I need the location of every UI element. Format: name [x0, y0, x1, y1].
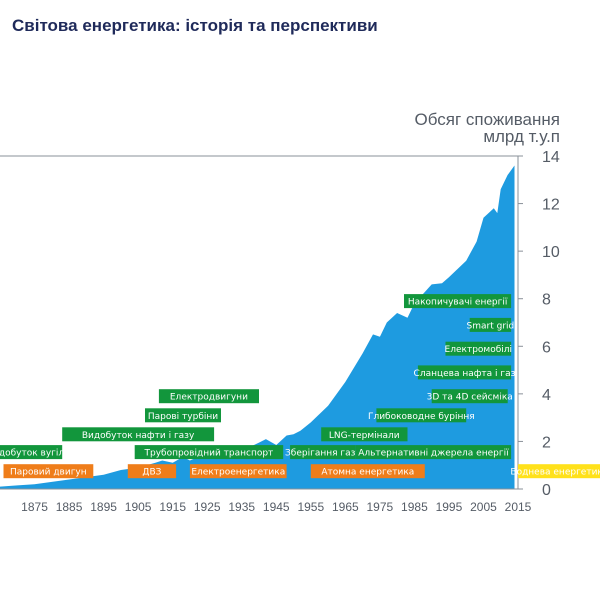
technology-label-text: Накопичувачі енергії	[408, 298, 508, 308]
x-tick-label: 1995	[436, 500, 463, 514]
x-tick-label: 1925	[194, 500, 221, 514]
y-axis-label-line-1: Обсяг споживання	[414, 110, 560, 129]
x-tick-label: 1885	[56, 500, 83, 514]
technology-label-box	[145, 408, 221, 423]
technology-label: 3D та 4D сейсміка	[427, 389, 513, 404]
x-tick-label: 1935	[228, 500, 255, 514]
technology-label: Атомна енергетика	[310, 464, 425, 479]
technology-label-box	[189, 464, 287, 479]
page-title: Світова енергетика: історія та перспекти…	[12, 16, 378, 35]
x-tick-label: 1965	[332, 500, 359, 514]
technology-label-text: Smart grid	[467, 321, 515, 331]
technology-label-box	[62, 427, 215, 442]
y-tick-label: 4	[542, 387, 551, 404]
x-tick-label: 2015	[505, 500, 532, 514]
technology-label-box	[310, 464, 425, 479]
area-layer	[0, 165, 515, 489]
technology-label: Воднева енергетика	[510, 464, 600, 479]
technology-label-box	[127, 464, 177, 479]
technology-label-text: Видобуток вугілля	[0, 449, 75, 459]
technology-label-text: Паровий двигун	[10, 468, 87, 478]
technology-label-box	[158, 389, 259, 404]
technology-label-text: Глибоководне буріння	[368, 412, 475, 422]
axis-layer: 1875 1885 1895 1905 1915 1925 1935 1945 1955 1965…	[0, 149, 560, 514]
technology-labels: Видобуток вугілля Видобуток нафти і газу П…	[0, 294, 600, 479]
technology-label: Електродвигуни	[158, 389, 259, 404]
technology-label: Трубопровідний транспорт	[134, 445, 284, 460]
technology-label: Накопичувачі енергії	[404, 294, 512, 309]
technology-label-text: LNG-термінали	[329, 431, 400, 441]
technology-label-box	[404, 294, 512, 309]
technology-label: Паровий двигун	[3, 464, 94, 479]
x-tick-label: 2005	[470, 500, 497, 514]
technology-label-box	[431, 389, 508, 404]
x-tick-label: 1955	[297, 500, 324, 514]
consumption-area-series-0	[0, 165, 515, 489]
technology-label-box	[417, 365, 512, 380]
technology-label-box	[518, 464, 600, 479]
technology-label: Видобуток нафти і газу	[62, 427, 215, 442]
technology-label-text: Атомна енергетика	[321, 468, 414, 478]
technology-label-text: Альтернативні джерела енергії	[358, 449, 509, 459]
x-tick-label: 1915	[159, 500, 186, 514]
technology-label-text: Парові турбіни	[148, 412, 218, 422]
x-tick-label: 1975	[367, 500, 394, 514]
technology-label: Глибоководне буріння	[368, 408, 475, 423]
x-tick-label: 1905	[125, 500, 152, 514]
technology-label-box	[3, 464, 94, 479]
y-tick-label: 14	[542, 149, 560, 166]
x-tick-label: 1895	[90, 500, 117, 514]
technology-label: Альтернативні джерела енергії	[355, 445, 512, 460]
technology-label-box	[445, 341, 512, 356]
y-tick-label: 2	[542, 434, 551, 451]
technology-label: Видобуток вугілля	[0, 445, 75, 460]
technology-label: Парові турбіни	[145, 408, 221, 423]
technology-label: LNG-термінали	[321, 427, 408, 442]
technology-label-text: Видобуток нафти і газу	[82, 431, 195, 441]
y-tick-label: 10	[542, 244, 560, 261]
technology-label-box	[376, 408, 467, 423]
y-tick-label: 6	[542, 339, 551, 356]
technology-label-box	[321, 427, 408, 442]
y-tick-label: 8	[542, 292, 551, 309]
technology-label-text: Електромобілі	[445, 345, 512, 355]
technology-label: Електроенергетика	[189, 464, 287, 479]
technology-label: Сланцева нафта і газ	[414, 365, 516, 380]
technology-label-box	[134, 445, 284, 460]
technology-label-text: Зберігання газу	[285, 449, 361, 459]
technology-label-text: Воднева енергетика	[510, 468, 600, 478]
technology-label-text: Сланцева нафта і газ	[414, 369, 516, 379]
technology-label-text: Трубопровідний транспорт	[143, 449, 273, 459]
technology-label-text: Електроенергетика	[191, 468, 285, 478]
technology-label: Smart grid	[467, 317, 515, 332]
y-tick-label: 0	[542, 482, 551, 499]
x-tick-label: 1945	[263, 500, 290, 514]
y-axis-label-line-2: млрд т.у.п	[483, 127, 560, 146]
technology-label-box	[355, 445, 512, 460]
y-tick-label: 12	[542, 197, 560, 214]
technology-label-box	[469, 317, 512, 332]
technology-label-text: ДВЗ	[142, 468, 161, 478]
x-tick-label: 1875	[21, 500, 48, 514]
technology-label: ДВЗ	[127, 464, 177, 479]
technology-label: Зберігання газу	[285, 445, 361, 460]
technology-label-box	[0, 445, 63, 460]
x-tick-label: 1985	[401, 500, 428, 514]
technology-label-text: 3D та 4D сейсміка	[427, 393, 513, 403]
technology-label-box	[290, 445, 356, 460]
technology-label: Електромобілі	[445, 341, 512, 356]
technology-label-text: Електродвигуни	[170, 393, 248, 403]
